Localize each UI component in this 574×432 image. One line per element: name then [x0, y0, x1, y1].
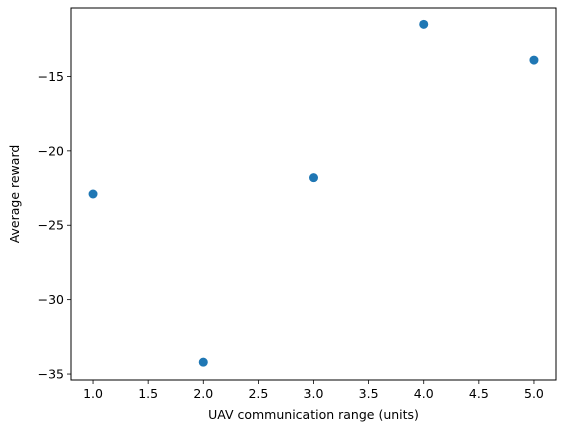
scatter-point	[88, 189, 98, 199]
x-tick-label: 1.0	[83, 386, 103, 401]
y-tick-label: −25	[38, 218, 64, 233]
x-tick-label: 4.5	[469, 386, 489, 401]
y-tick-label: −30	[38, 292, 64, 307]
x-tick-label: 2.5	[248, 386, 268, 401]
scatter-point	[419, 19, 429, 29]
y-tick-label: −15	[38, 69, 64, 84]
tick-group: 1.0 1.5 2.0 2.5 3.0 3.5 4.0 4.5 5.0 −35 −30 −25 −20 −…	[38, 69, 544, 401]
x-tick-label: 3.0	[304, 386, 324, 401]
y-tick-label: −35	[38, 367, 64, 382]
x-tick-label: 2.0	[193, 386, 213, 401]
scatter-point	[529, 55, 539, 65]
y-axis-label: Average reward	[7, 145, 22, 244]
plot-frame	[70, 7, 557, 381]
x-tick-label: 1.5	[138, 386, 158, 401]
y-tick-label: −20	[38, 143, 64, 158]
x-tick-label: 3.5	[359, 386, 379, 401]
scatter-point	[198, 357, 208, 367]
x-axis-label: UAV communication range (units)	[208, 407, 419, 422]
x-tick-label: 4.0	[414, 386, 434, 401]
scatter-point	[309, 173, 318, 183]
data-points	[88, 19, 539, 367]
x-tick-label: 5.0	[524, 386, 544, 401]
